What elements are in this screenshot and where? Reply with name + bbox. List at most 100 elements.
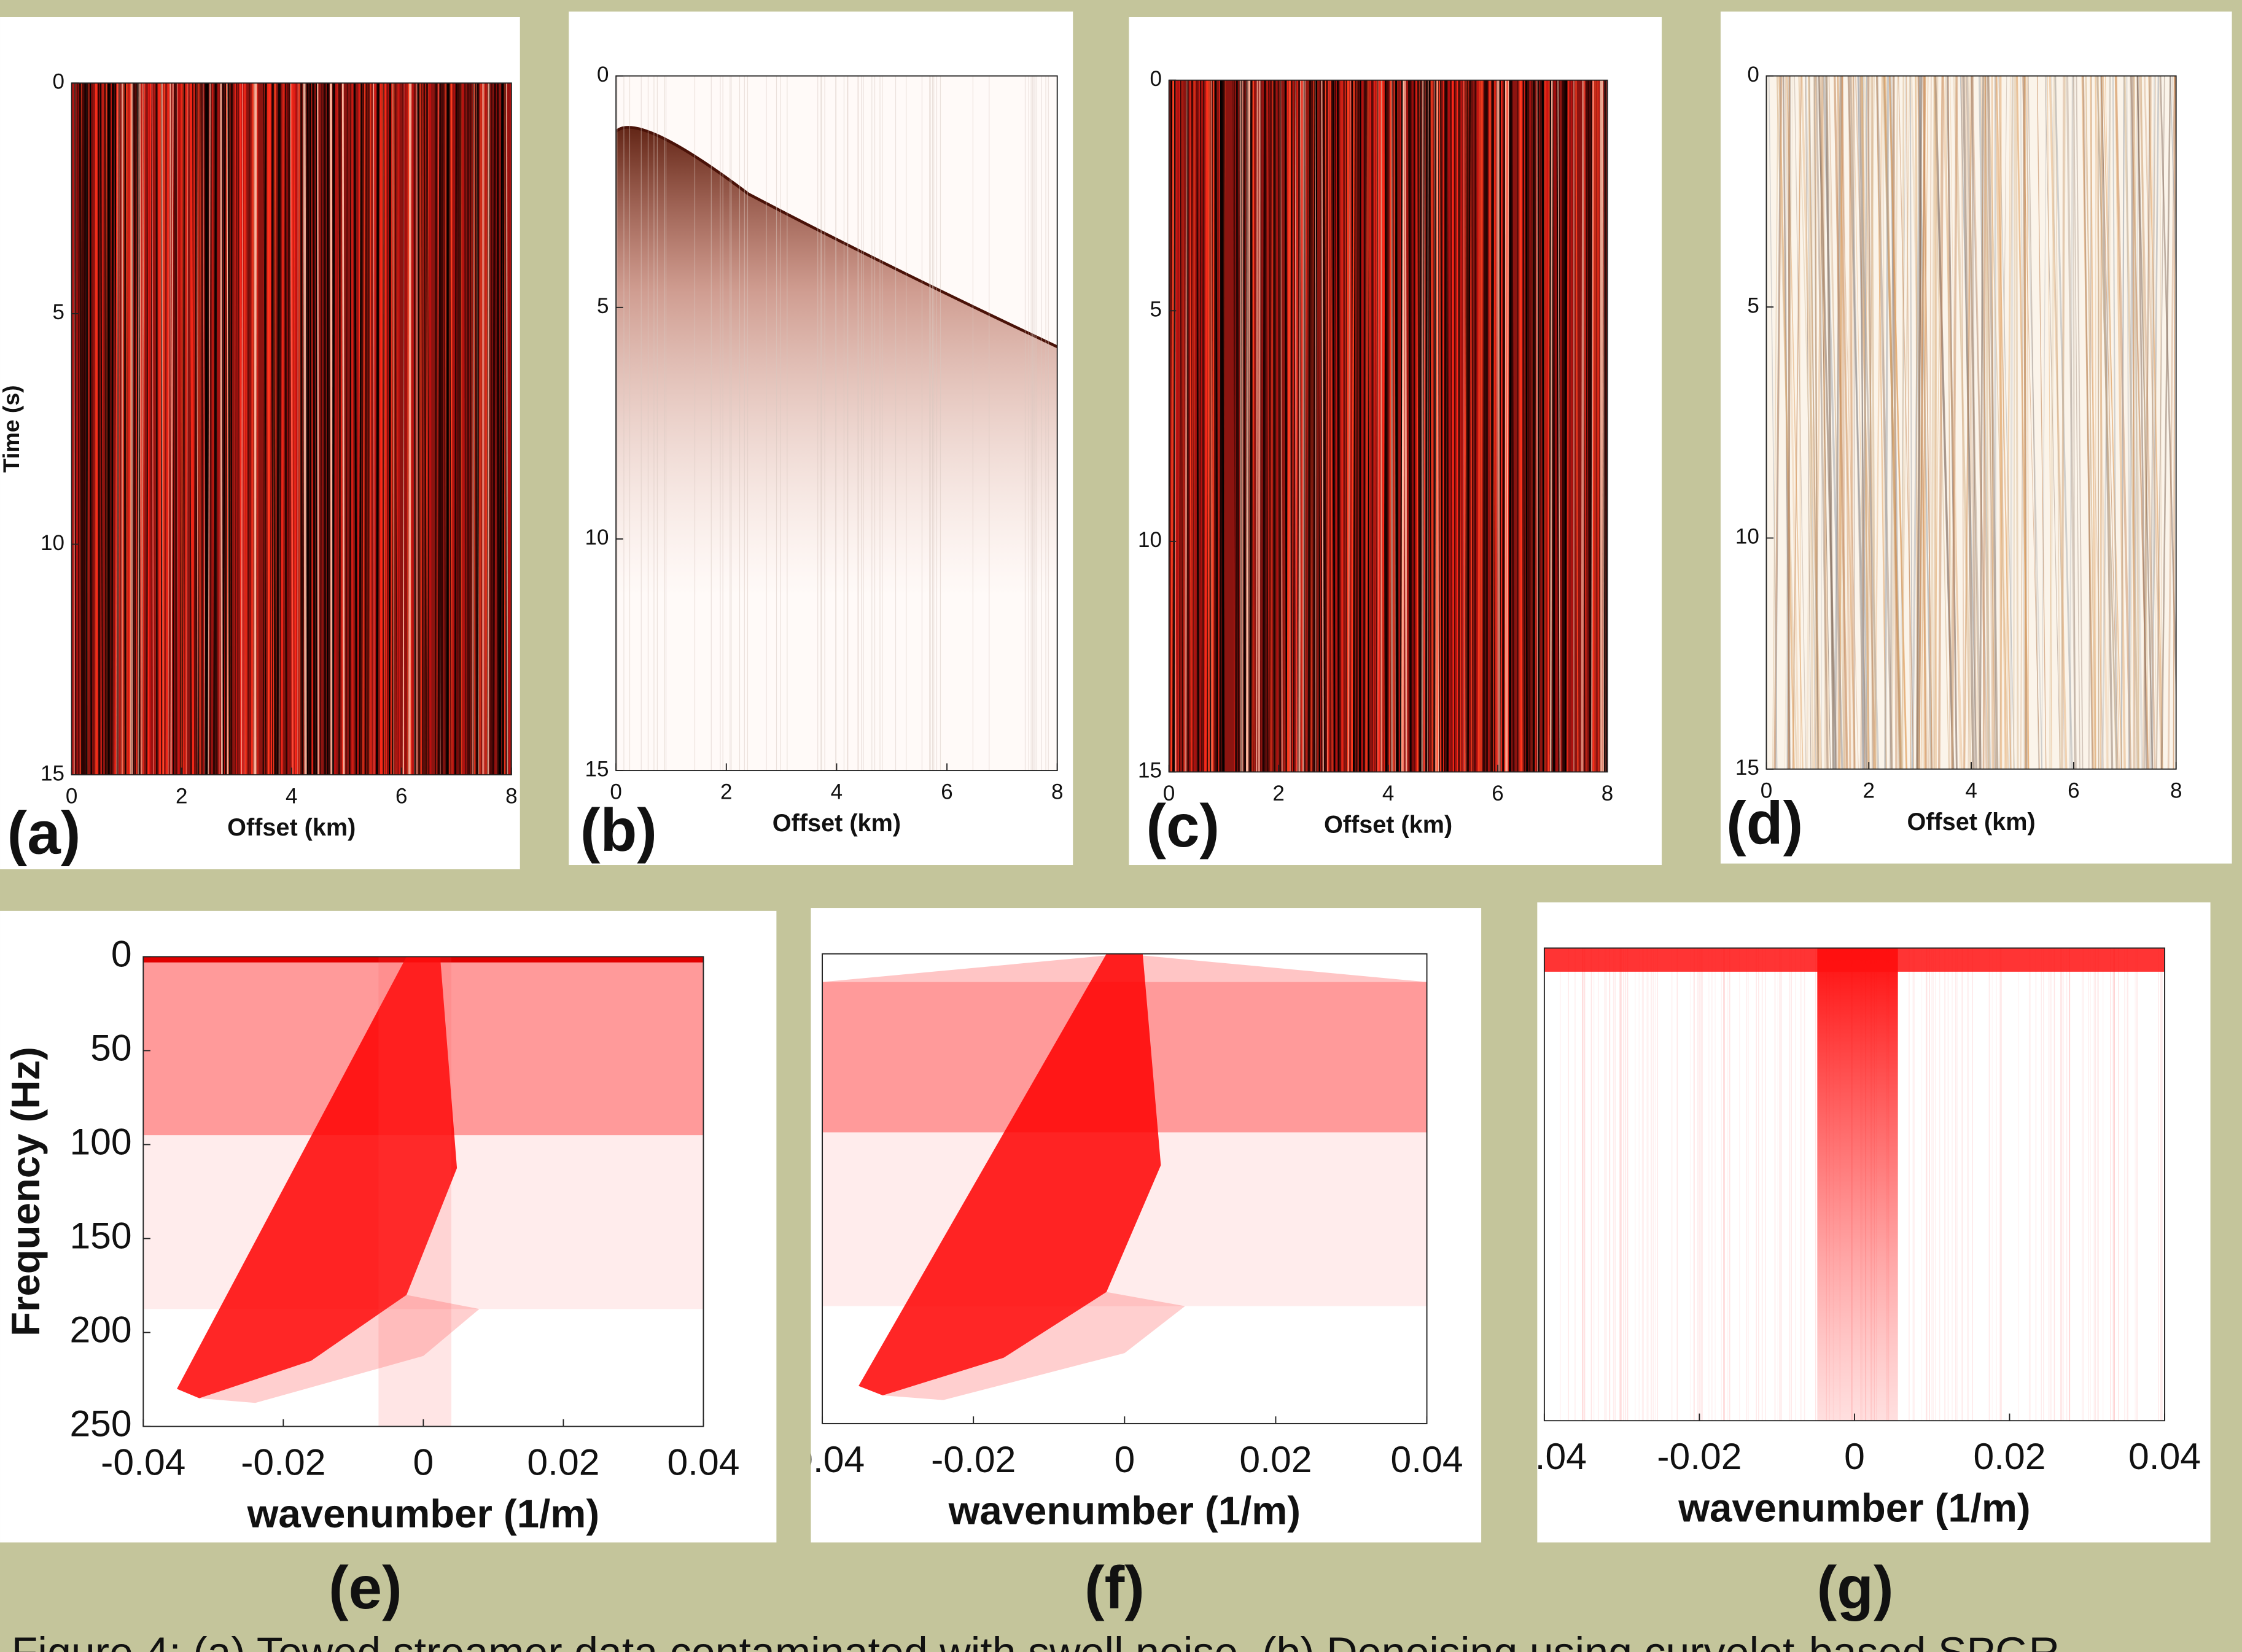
trace [2003,76,2014,769]
trace [1517,80,1518,772]
x-axis-label: Offset (km) [1324,812,1452,839]
trace [211,83,213,775]
trace [1479,80,1482,772]
trace [1193,80,1198,772]
trace [135,83,138,775]
trace [1918,76,1933,769]
trace [268,83,271,775]
trace [1841,76,1851,769]
trace [1414,80,1418,772]
trace [2036,76,2047,769]
trace [1930,76,1936,769]
x-tick-label: -0.02 [241,1441,325,1483]
trace [1411,80,1414,772]
trace [492,83,496,775]
trace [1968,76,1974,769]
trace [350,83,354,775]
trace [1209,80,1213,772]
y-tick-label: 0 [1150,67,1162,91]
trace [1890,76,1895,769]
trace [151,83,154,775]
trace [114,83,119,775]
trace [1467,80,1471,772]
trace [1953,76,1974,769]
trace [1204,80,1209,772]
trace [2066,76,2077,769]
trace [1457,80,1460,772]
trace [341,83,345,775]
trace [403,83,407,775]
panel-label: (b) [580,796,657,864]
trace [141,83,145,775]
trace [165,83,170,775]
trace [1808,76,1819,769]
trace [390,83,392,775]
trace [392,83,394,775]
trace [438,83,442,775]
trace [1934,76,1942,769]
trace [1393,80,1396,772]
trace [2022,76,2040,769]
y-tick-label: 10 [41,531,64,555]
x-tick-label: 0.02 [1973,1435,2045,1477]
trace [330,83,333,775]
x-tick-label: -0.04 [101,1441,185,1483]
trace [1800,76,1823,769]
trace [1202,80,1204,772]
trace [1575,80,1579,772]
trace [2120,76,2125,769]
trace [1869,76,1872,769]
trace [1950,76,1960,769]
trace [1236,80,1240,772]
trace [1966,76,1982,769]
trace [1915,76,1923,769]
trace [1813,76,1824,769]
trace [138,83,139,775]
trace [290,83,294,775]
trace [123,83,127,775]
trace [2082,76,2094,769]
trace [2054,76,2073,769]
trace [1175,80,1177,772]
trace [1538,80,1542,772]
trace [1920,76,1929,769]
trace [1888,76,1908,769]
trace [1857,76,1868,769]
trace [423,83,427,775]
trace [214,83,218,775]
image [822,953,1427,1424]
trace [2141,76,2149,769]
trace [1918,76,1925,769]
trace [2073,76,2076,769]
trace [1256,80,1258,772]
trace [1899,76,1906,769]
image-region [199,1295,480,1403]
trace [1566,80,1570,772]
x-tick-label: -0.04 [1502,1435,1587,1477]
trace [475,83,477,775]
trace [1982,76,1998,769]
trace [1178,80,1180,772]
y-axis-label: Time (s) [0,386,24,473]
trace [2049,76,2056,769]
trace [97,83,101,775]
y-axis-label: Frequency (Hz) [3,1047,48,1336]
trace [1330,80,1333,772]
trace [1340,80,1344,772]
trace [1321,80,1324,772]
trace [1440,80,1443,772]
trace [256,83,259,775]
trace [157,83,162,775]
y-tick-label: 10 [585,525,609,549]
trace [499,83,504,775]
trace [195,83,198,775]
trace [186,83,189,775]
trace [333,83,337,775]
trace [1862,76,1867,769]
trace [138,83,141,775]
trace [353,83,358,775]
trace [189,83,195,775]
trace [1527,80,1531,772]
trace [1458,80,1462,772]
trace [419,83,422,775]
